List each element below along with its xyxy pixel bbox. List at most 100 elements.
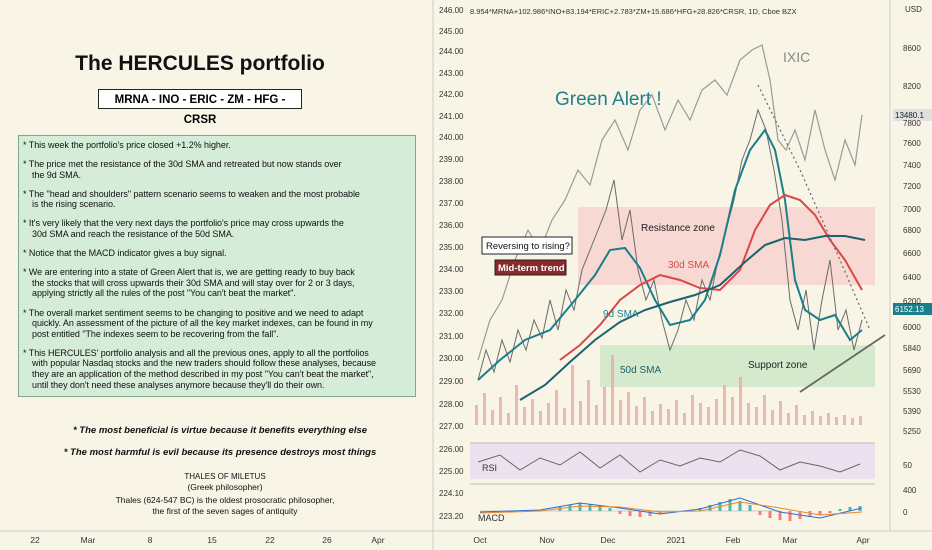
left-axis-label: 237.00 [439,199,464,208]
mid-term-label: Mid-term trend [498,263,565,274]
time-axis-label: Mar [783,535,798,545]
note-line: * We are entering into a state of Green … [23,267,355,278]
attribution-bio: the first of the seven sages of antiquit… [152,506,298,516]
note-paragraph: * We are entering into a state of Green … [23,267,411,299]
left-axis-label: 242.00 [439,90,464,99]
left-axis-label: 246.00 [439,6,464,15]
right-axis-label: 5250 [903,427,921,436]
macd-histogram [479,497,863,521]
sma9-label: 9d SMA [603,309,639,320]
note-line: * Notice that the MACD indicator gives a… [23,248,227,259]
right-axis-label: 6800 [903,226,921,235]
time-axis-label: Mar [81,535,96,545]
left-axis-label: 235.00 [439,243,464,252]
left-axis-label: 245.00 [439,27,464,36]
ixic-label: IXIC [783,49,810,65]
macd-label: MACD [478,513,505,523]
note-paragraph: * This week the portfolio's price closed… [23,140,411,151]
note-paragraph: * This HERCULES' portfolio analysis and … [23,348,411,390]
right-axis-label: 50 [903,461,912,470]
note-line: is the rising scenario. [32,199,116,210]
note-paragraph: * The overall market sentiment seems to … [23,308,411,340]
sma30-label: 30d SMA [668,260,709,271]
time-axis-label: 8 [148,535,153,545]
price-label: 13480.1 [895,111,924,120]
price-label-box [893,303,932,315]
note-line: * This week the portfolio's price closed… [23,140,231,150]
right-axis-label: 7000 [903,205,921,214]
left-axis-label: 243.00 [439,69,464,78]
right-axis-label: 6000 [903,323,921,332]
time-axis-label: 22 [265,535,275,545]
left-axis-label: 239.00 [439,155,464,164]
right-axis-label: 8200 [903,82,921,91]
rsi-panel [470,443,875,479]
right-axis-label: 7800 [903,119,921,128]
right-axis-label: 6600 [903,249,921,258]
trend-line [757,84,871,331]
right-axis-label: 400 [903,486,917,495]
price-label-box [893,109,932,121]
right-axis-label: 5690 [903,366,921,375]
note-line: the 9d SMA. [32,169,81,180]
time-axis-label: Feb [726,535,741,545]
left-axis-label: 230.00 [439,354,464,363]
note-paragraph: * It's very likely that the very next da… [23,218,411,239]
note-line: with popular Nasdaq stocks and the new t… [32,358,377,369]
ixic-line [477,44,863,361]
price-line [477,108,863,381]
right-axis-label: 7400 [903,161,921,170]
sma50-line [519,235,866,401]
sma50-label: 50d SMA [620,365,661,376]
tickers: MRNA - INO - ERIC - ZM - HFG - CRSR [98,89,302,126]
sma30-line [559,193,863,361]
left-axis-label: 232.00 [439,309,464,318]
time-axis-label: 15 [207,535,217,545]
note-line: the stocks that will cross upwards their… [32,277,355,288]
note-line: * The overall market sentiment seems to … [23,307,364,318]
right-axis-label: 0 [903,508,908,517]
right-axis-label: 6200 [903,297,921,306]
time-axis-label: Apr [856,535,869,545]
note-line: * The "head and shoulders" pattern scena… [23,188,360,199]
symbol: 8.954*MRNA+102.986*INO+83.194*ERIC+2.783… [470,7,797,16]
time-axis-label: Apr [371,535,384,545]
left-axis-label: 229.00 [439,377,464,386]
note-line: quickly. An assessment of the picture of… [32,318,373,329]
note-paragraph: * The price met the resistance of the 30… [23,159,411,180]
left-axis-label: 223.20 [439,512,464,521]
right-axis-label: 5840 [903,344,921,353]
left-axis-label: 241.00 [439,112,464,121]
support-line [799,334,886,393]
note-line: * It's very likely that the very next da… [23,218,344,229]
note-line: * This HERCULES' portfolio analysis and … [23,347,369,358]
note-line: 30d SMA and reach the resistance of the … [32,229,235,240]
attribution-name: THALES OF MILETUS [184,472,266,481]
resistance-zone [578,207,875,285]
price-label: 6152.13 [895,305,924,314]
note-line: until they don't need these analyses any… [32,379,325,390]
time-axis-label: 22 [30,535,40,545]
attribution-role: (Greek philosopher) [187,482,263,492]
note-paragraph: * Notice that the MACD indicator gives a… [23,248,411,259]
right-axis-label: 5530 [903,387,921,396]
left-axis-label: 231.00 [439,332,464,341]
right-axis-label: 6400 [903,273,921,282]
green-alert: Green Alert ! [555,89,662,110]
right-axis-label: 8600 [903,44,921,53]
right-axis-label: 7200 [903,182,921,191]
note-line: * The price met the resistance of the 30… [23,159,342,170]
left-axis-label: 244.00 [439,47,464,56]
mid-term-box [494,259,567,276]
note-line: applying strictly all the rules of the p… [32,288,296,299]
quote: * The most harmful is evil because its p… [63,447,377,458]
left-axis-label: 226.00 [439,445,464,454]
right-axis-label: 5390 [903,407,921,416]
support-label: Support zone [748,360,808,371]
left-axis-label: 238.00 [439,177,464,186]
currency: USD [905,5,922,14]
left-axis-label: 225.00 [439,467,464,476]
note-paragraph: * The "head and shoulders" pattern scena… [23,189,411,210]
